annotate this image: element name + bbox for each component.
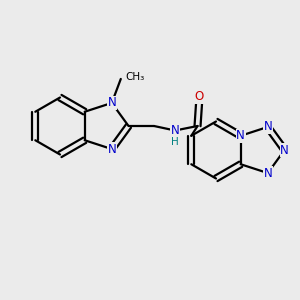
- Text: N: N: [171, 124, 179, 137]
- Text: N: N: [263, 167, 272, 180]
- Text: CH₃: CH₃: [125, 72, 145, 82]
- Text: N: N: [107, 142, 116, 156]
- Text: N: N: [107, 96, 116, 110]
- Text: N: N: [263, 120, 272, 134]
- Text: H: H: [171, 137, 179, 147]
- Text: N: N: [280, 143, 289, 157]
- Text: N: N: [236, 129, 245, 142]
- Text: O: O: [194, 90, 204, 104]
